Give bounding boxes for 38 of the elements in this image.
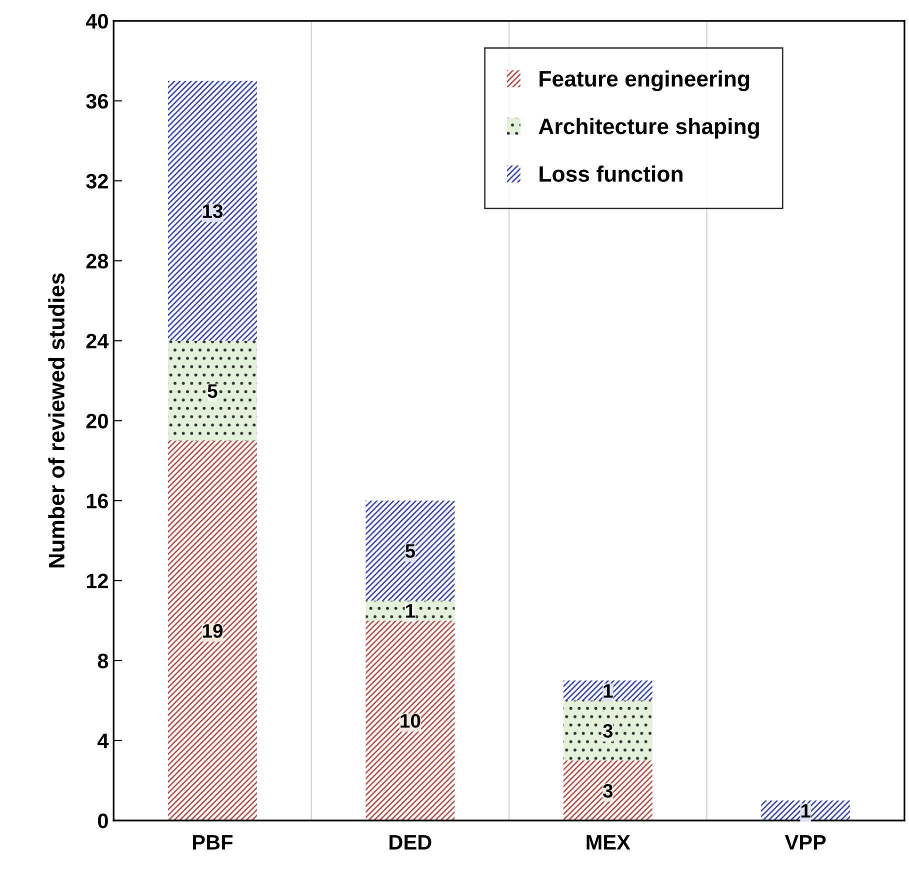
y-tick-label: 28 — [86, 254, 108, 269]
legend-label: Architecture shaping — [538, 118, 759, 139]
y-tick-label: 8 — [98, 654, 108, 668]
y-tick-label: 4 — [97, 734, 109, 748]
legend-label: Loss function — [540, 166, 682, 182]
bar — [563, 760, 652, 820]
data-label: 13 — [202, 204, 223, 218]
bar — [366, 500, 455, 601]
bar — [563, 700, 652, 761]
x-tick-label: DED — [390, 835, 432, 850]
data-label: 5 — [208, 384, 218, 398]
y-tick-label: 20 — [86, 414, 108, 428]
bar — [366, 620, 455, 820]
y-tick-label: 36 — [86, 94, 108, 109]
bar — [168, 80, 257, 341]
y-tick-label: 24 — [86, 334, 109, 348]
y-axis-title: Number of reviewed studies — [48, 273, 65, 568]
data-label: 5 — [405, 544, 416, 558]
x-tick-label: VPP — [784, 835, 826, 850]
data-label: 3 — [602, 724, 613, 738]
bar — [168, 440, 257, 820]
x-tick-label: MEX — [586, 835, 630, 850]
bar — [366, 600, 455, 621]
data-label: 10 — [400, 714, 420, 728]
bar — [563, 680, 652, 701]
data-label: 3 — [602, 784, 613, 798]
bar — [168, 340, 257, 441]
y-tick-label: 16 — [86, 494, 108, 508]
y-tick-label: 0 — [98, 813, 108, 828]
data-label: 19 — [202, 624, 223, 638]
y-tick-label: 40 — [86, 14, 108, 29]
legend-label: Feature engineering — [540, 70, 750, 92]
x-tick-label: PBF — [193, 835, 233, 850]
data-label: 1 — [406, 604, 416, 618]
y-tick-label: 32 — [86, 174, 108, 189]
data-label: 1 — [604, 684, 613, 698]
y-tick-label: 12 — [86, 574, 108, 588]
data-label: 1 — [801, 804, 810, 818]
